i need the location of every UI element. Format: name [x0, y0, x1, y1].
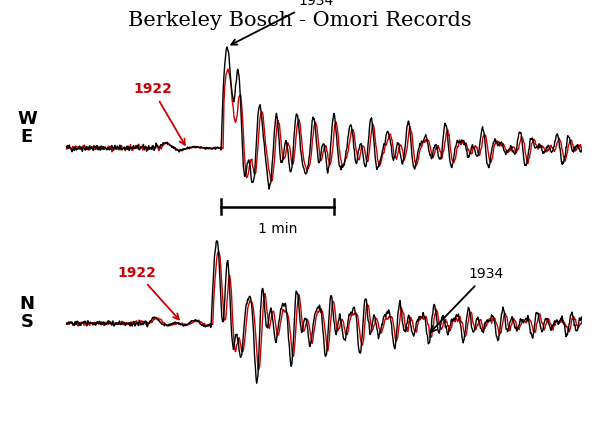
Text: S: S: [20, 313, 34, 331]
Text: 1934: 1934: [231, 0, 334, 45]
Text: Berkeley Bosch - Omori Records: Berkeley Bosch - Omori Records: [128, 11, 472, 30]
Text: 1934: 1934: [431, 267, 504, 332]
Text: W: W: [17, 110, 37, 128]
Text: E: E: [21, 128, 33, 146]
Text: 1922: 1922: [118, 266, 179, 319]
Text: 1 min: 1 min: [258, 222, 297, 236]
Text: 1922: 1922: [133, 82, 185, 145]
Text: N: N: [19, 295, 35, 313]
